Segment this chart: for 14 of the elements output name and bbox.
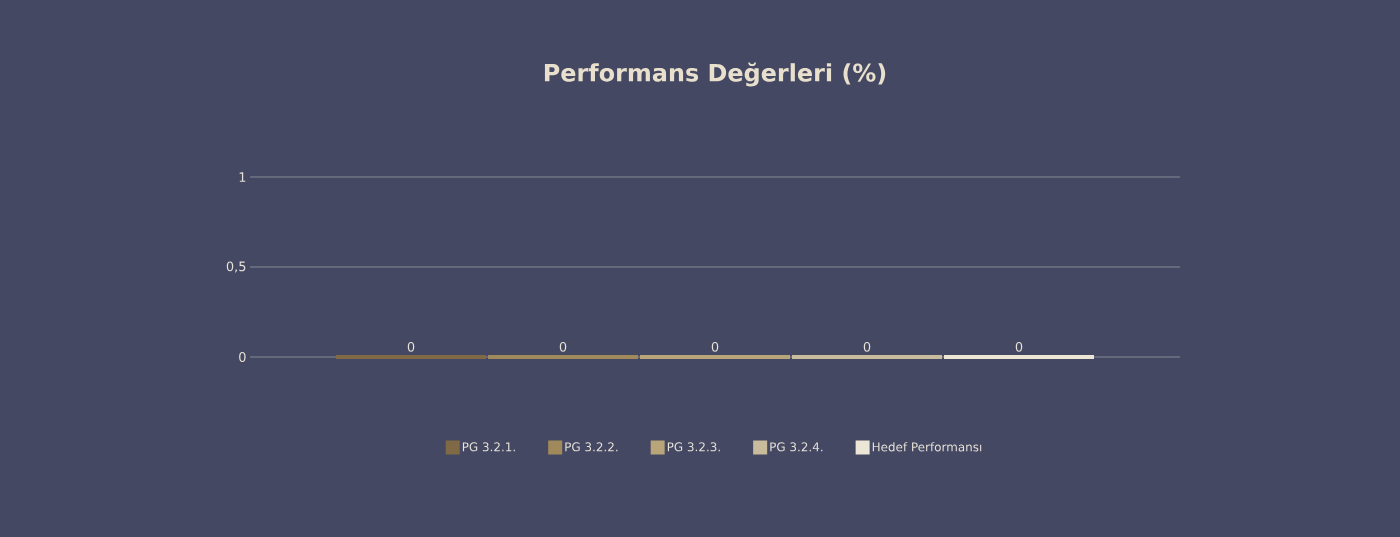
- legend-label: PG 3.2.1.: [462, 442, 515, 452]
- legend-label: PG 3.2.4.: [770, 442, 823, 452]
- data-label: 0: [863, 341, 871, 352]
- legend-label: Hedef Performansı: [872, 442, 982, 452]
- legend-label: PG 3.2.3.: [667, 442, 720, 452]
- data-label: 0: [1015, 341, 1023, 352]
- data-label: 0: [407, 341, 415, 352]
- data-label: 0: [711, 341, 719, 352]
- chart-title: Performans Değerleri (%): [544, 62, 886, 87]
- data-label: 0: [559, 341, 567, 352]
- y-tick-label: 1: [239, 172, 246, 182]
- y-tick-label: 0,5: [226, 261, 246, 273]
- legend-label: PG 3.2.2.: [565, 442, 618, 452]
- y-tick-label: 0: [239, 352, 246, 362]
